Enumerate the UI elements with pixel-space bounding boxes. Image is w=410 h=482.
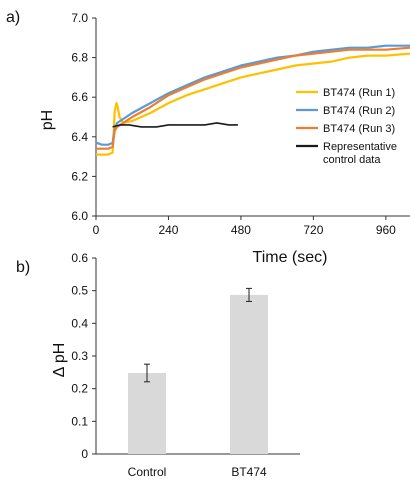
panel-b-y-tick-label: 0.5 xyxy=(71,284,88,298)
panel-a-x-tick-label: 240 xyxy=(158,223,178,237)
panel-a-series-line-1 xyxy=(96,52,410,156)
panel-a-y-tick-label: 6.4 xyxy=(71,130,88,144)
panel-a-y-tick-label: 6.0 xyxy=(71,209,88,223)
panel-a-x-tick-label: 720 xyxy=(303,223,323,237)
panel-b-bar-chart: b) 0 0.1 0.2 0.3 0.4 0.5 0.6 Control BT474 Δ pH xyxy=(16,251,300,479)
panel-b-bar-bt474 xyxy=(230,294,268,454)
panel-a-legend-entry-1: BT474 (Run 1) xyxy=(323,87,395,99)
panel-a-y-tick-label: 6.8 xyxy=(71,51,88,65)
panel-a-line-chart: a) 0 240 480 720 960 6.0 6.2 6.4 6.6 6.8 7.0 BT47… xyxy=(6,9,410,266)
panel-b-y-tick-label: 0.4 xyxy=(71,316,88,330)
panel-b-x-ticks: Control BT474 xyxy=(128,465,267,479)
panel-a-x-ticks: 0 240 480 720 960 xyxy=(93,216,396,237)
panel-a-legend: BT474 (Run 1) BT474 (Run 2) BT474 (Run 3) R… xyxy=(296,87,397,166)
panel-a-legend-entry-3: BT474 (Run 3) xyxy=(323,123,395,135)
panel-b-category-label: Control xyxy=(128,465,167,479)
panel-a-x-axis-label: Time (sec) xyxy=(253,249,328,266)
panel-b-y-tick-label: 0.1 xyxy=(71,414,88,428)
panel-a-y-ticks: 6.0 6.2 6.4 6.6 6.8 7.0 xyxy=(71,11,96,223)
panel-a-series-line-4 xyxy=(112,122,238,128)
panel-b-bar-control xyxy=(128,372,166,454)
panel-b-y-tick-label: 0.3 xyxy=(71,349,88,363)
panel-a-legend-entry-4: Representative control data xyxy=(323,141,397,166)
panel-a-x-tick-label: 480 xyxy=(231,223,251,237)
panel-b-y-tick-label: 0.2 xyxy=(71,382,88,396)
panel-b-y-axis-label: Δ pH xyxy=(51,343,68,378)
panel-a-y-tick-label: 6.2 xyxy=(71,169,88,183)
panel-a-y-axis-label: pH xyxy=(39,110,56,130)
panel-a-y-tick-label: 6.6 xyxy=(71,90,88,104)
panel-b-label: b) xyxy=(16,259,30,276)
panel-b-y-tick-label: 0 xyxy=(81,447,88,461)
panel-a-x-tick-label: 0 xyxy=(93,223,100,237)
panel-a-x-tick-label: 960 xyxy=(376,223,396,237)
panel-a-series-line-3 xyxy=(96,46,410,150)
panel-a-label: a) xyxy=(6,9,20,26)
panel-b-bars xyxy=(128,287,268,454)
panel-b-y-ticks: 0 0.1 0.2 0.3 0.4 0.5 0.6 xyxy=(71,251,96,461)
panel-b-y-tick-label: 0.6 xyxy=(71,251,88,265)
panel-b-category-label: BT474 xyxy=(231,465,267,479)
panel-a-legend-entry-2: BT474 (Run 2) xyxy=(323,105,395,117)
panel-a-y-tick-label: 7.0 xyxy=(71,11,88,25)
panel-a-series xyxy=(95,44,410,156)
